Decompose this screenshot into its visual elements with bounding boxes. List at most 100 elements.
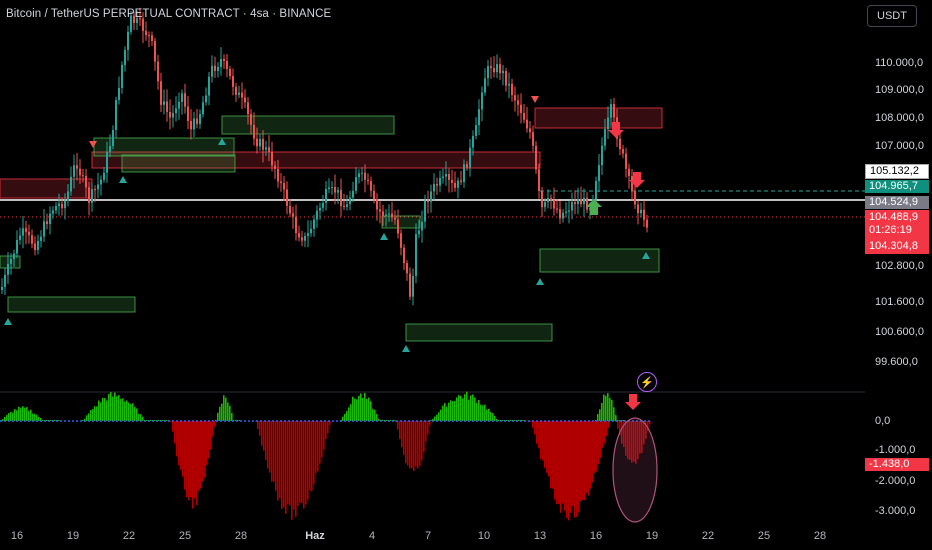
histogram-bar <box>390 420 392 421</box>
histogram-bar <box>378 418 380 421</box>
histogram-bar <box>601 403 603 421</box>
histogram-bar <box>235 420 237 421</box>
histogram-bar <box>208 421 210 459</box>
histogram-bar <box>356 399 358 421</box>
histogram-bar <box>629 421 631 460</box>
histogram-bar <box>405 421 407 464</box>
histogram-bar <box>538 421 540 449</box>
histogram-bar <box>186 421 188 498</box>
histogram-bar <box>275 421 277 491</box>
histogram-bar <box>556 421 558 504</box>
histogram-bar <box>647 421 649 432</box>
histogram-bar <box>271 421 273 482</box>
demand-zone <box>93 137 235 157</box>
candle-body <box>301 237 303 241</box>
histogram-bar <box>24 407 26 421</box>
histogram-bar <box>649 421 651 425</box>
histogram-bar <box>609 397 611 421</box>
histogram-bar <box>401 421 403 448</box>
candle-body <box>226 61 228 70</box>
histogram-bar <box>10 411 12 421</box>
histogram-bar <box>544 421 546 468</box>
candle-body <box>553 200 555 209</box>
candle-body <box>76 165 78 169</box>
candle-body <box>547 198 549 203</box>
candle-body <box>451 179 453 183</box>
histogram-bar <box>229 405 231 421</box>
histogram-bar <box>202 421 204 482</box>
histogram-bar <box>305 421 307 505</box>
histogram-bar <box>4 416 6 421</box>
histogram-bar <box>594 421 596 474</box>
histogram-bar <box>360 393 362 421</box>
histogram-bar <box>358 395 360 421</box>
histogram-bar <box>623 420 625 421</box>
histogram-bar <box>217 412 219 421</box>
histogram-bar <box>96 406 98 421</box>
histogram-bar <box>28 410 30 421</box>
candle-body <box>379 209 381 212</box>
candle-body <box>430 191 432 202</box>
histogram-bar <box>178 421 180 466</box>
histogram-bar <box>281 421 283 509</box>
currency-button[interactable]: USDT <box>867 5 917 27</box>
histogram-bar <box>372 408 374 421</box>
histogram-bar <box>138 413 140 421</box>
candle-body <box>280 181 282 184</box>
histogram-bar <box>184 421 186 490</box>
histogram-bar <box>303 421 305 509</box>
histogram-bar <box>397 421 399 430</box>
histogram-bar <box>114 392 116 421</box>
histogram-bar <box>576 421 578 517</box>
histogram-bar <box>128 402 130 421</box>
histogram-bar <box>472 394 474 421</box>
histogram-bar <box>124 401 126 421</box>
candle-body <box>442 176 444 179</box>
candle-body <box>85 175 87 188</box>
histogram-bar <box>295 421 297 517</box>
histogram-bar <box>548 421 550 477</box>
candle-body <box>478 109 480 126</box>
candle-body <box>325 189 327 203</box>
candle-body <box>190 121 192 130</box>
candle-body <box>412 275 414 297</box>
time-label: 4 <box>368 530 376 542</box>
histogram-bar <box>34 413 36 421</box>
time-label: 13 <box>533 530 547 542</box>
histogram-bar <box>140 414 142 421</box>
arrow-down-icon <box>608 122 624 138</box>
histogram-bar <box>289 421 291 506</box>
candle-body <box>502 70 504 74</box>
histogram-bar <box>570 421 572 513</box>
histogram-bar <box>474 397 476 421</box>
histogram-bar <box>182 421 184 477</box>
candle-body <box>19 235 21 241</box>
bolt-icon[interactable]: ⚡ <box>637 372 657 392</box>
histogram-bar <box>597 414 599 421</box>
candle-body <box>4 274 6 287</box>
time-label: 22 <box>122 530 136 542</box>
candle-body <box>640 209 642 214</box>
histogram-bar <box>265 421 267 460</box>
candle-body <box>184 93 186 107</box>
price-label: 101.600,0 <box>875 296 924 308</box>
candle-body <box>613 104 615 118</box>
histogram-bar <box>263 421 265 451</box>
candle-body <box>397 219 399 234</box>
candle-body <box>406 263 408 274</box>
histogram-bar <box>490 411 492 421</box>
histogram-bar <box>395 421 397 422</box>
histogram-bar <box>488 408 490 421</box>
histogram-bar <box>102 397 104 421</box>
histogram-bar <box>293 421 295 510</box>
candle-body <box>622 149 624 154</box>
price-label: 108.000,0 <box>875 112 924 124</box>
histogram-bar <box>100 402 102 421</box>
histogram-bar <box>106 400 108 421</box>
histogram-bar <box>470 395 472 421</box>
histogram-bar <box>534 421 536 435</box>
candle-body <box>229 69 231 76</box>
histogram-bar <box>590 421 592 489</box>
candle-body <box>205 95 207 103</box>
